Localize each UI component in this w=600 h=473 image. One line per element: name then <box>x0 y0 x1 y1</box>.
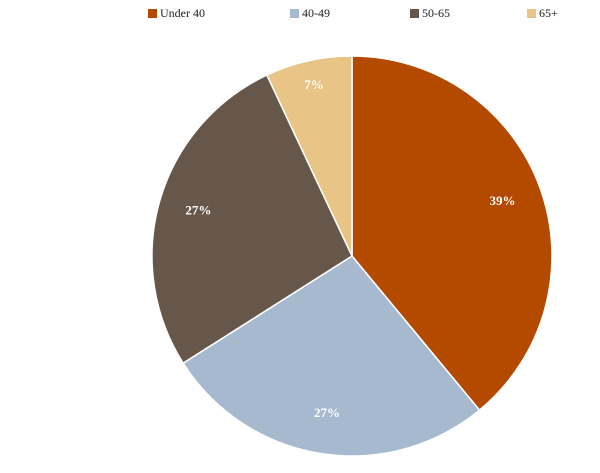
value-label: 39% <box>490 193 516 208</box>
legend-label: Under 40 <box>160 6 205 20</box>
legend-swatch <box>148 9 157 18</box>
legend-label: 65+ <box>539 6 558 20</box>
pie-slice <box>182 255 481 457</box>
value-label: 7% <box>304 77 324 92</box>
legend-label: 40-49 <box>302 6 330 20</box>
value-label: 27% <box>314 405 340 420</box>
legend-label: 50-65 <box>422 6 450 20</box>
pie-slice <box>351 55 553 412</box>
legend-swatch <box>290 9 299 18</box>
legend-swatch <box>527 9 536 18</box>
pie-slice <box>151 74 353 365</box>
legend-swatch <box>410 9 419 18</box>
value-label: 27% <box>185 202 211 217</box>
pie-slice <box>265 55 353 257</box>
